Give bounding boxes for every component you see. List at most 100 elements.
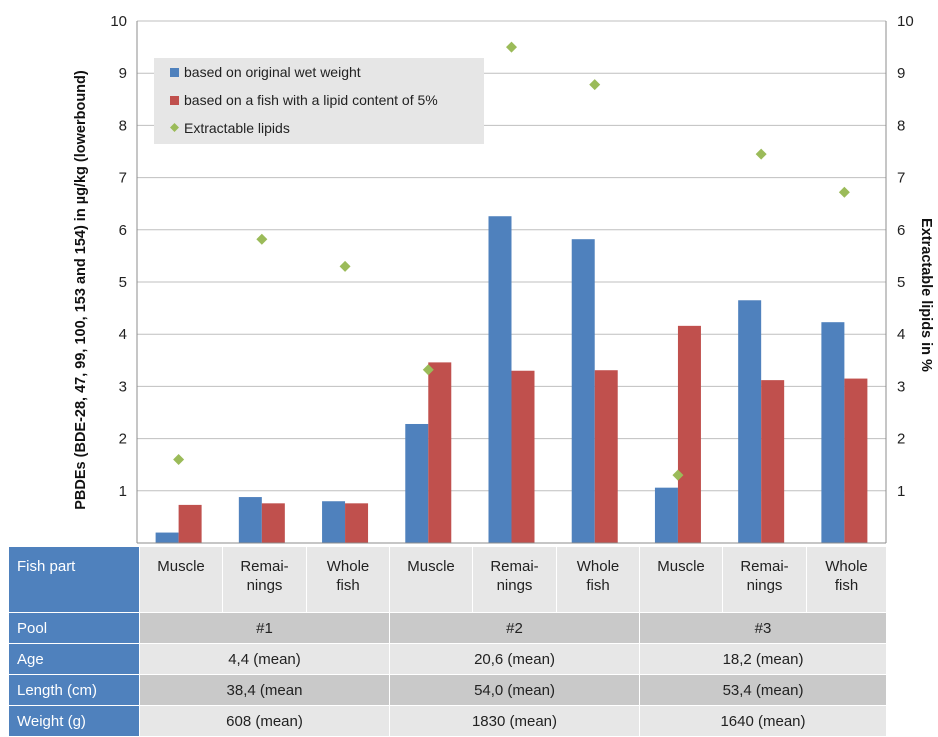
bar-lipid-5 (844, 378, 868, 543)
y2-tick-label: 4 (897, 326, 905, 343)
y-tick-label: 2 (119, 431, 127, 448)
y2-tick-label: 1 (897, 483, 905, 500)
row-age: Age 4,4 (mean) 20,6 (mean) 18,2 (mean) (8, 643, 887, 675)
legend-label-extractable-lipids: Extractable lipids (184, 120, 290, 136)
point-extractable-lipids (256, 233, 268, 245)
bar-wet-weight (155, 532, 179, 543)
y-tick-label: 9 (119, 65, 127, 82)
bar-lipid-5 (677, 325, 701, 543)
y2-tick-label: 8 (897, 117, 905, 134)
row-label-weight: Weight (g) (8, 705, 140, 737)
bar-lipid-5 (261, 503, 285, 543)
y-tick-label: 3 (119, 378, 127, 395)
bar-wet-weight (571, 239, 595, 544)
cell-age-3: 18,2 (mean) (639, 643, 887, 675)
part-label: Whole fish (326, 558, 370, 594)
right-axis-ticks: 1 2 3 4 5 6 7 8 9 10 (897, 13, 914, 500)
bar-lipid-5 (345, 503, 369, 543)
bar-wet-weight (322, 501, 346, 543)
row-length: Length (cm) 38,4 (mean 54,0 (mean) 53,4 … (8, 674, 887, 706)
cell-part: Remai-nings (472, 546, 557, 613)
cell-weight-2: 1830 (mean) (389, 705, 640, 737)
legend-marker-extractable-lipids (170, 123, 179, 132)
y2-tick-label: 3 (897, 378, 905, 395)
y2-tick-label: 7 (897, 170, 905, 187)
row-label-age: Age (8, 643, 140, 675)
point-extractable-lipids (173, 453, 185, 465)
cell-part: Muscle (639, 546, 723, 613)
axes (136, 21, 887, 544)
point-extractable-lipids (506, 41, 517, 53)
cell-age-1: 4,4 (mean) (139, 643, 390, 675)
row-label-length: Length (cm) (8, 674, 140, 706)
cell-length-1: 38,4 (mean (139, 674, 390, 706)
y2-tick-label: 2 (897, 431, 905, 448)
legend-swatch-lipid-5 (170, 96, 179, 105)
y2-tick-label: 9 (897, 65, 905, 82)
bar-wet-weight (654, 487, 678, 543)
y2-axis-label: Extractable lipids in % (918, 218, 934, 372)
row-fish-part: Fish part Muscle Remai-nings Whole fish M… (8, 546, 887, 613)
row-pool: Pool #1 #2 #3 (8, 612, 887, 644)
cell-length-3: 53,4 (mean) (639, 674, 887, 706)
bar-wet-weight (821, 322, 845, 543)
point-extractable-lipids (422, 364, 434, 376)
part-label: Muscle (407, 558, 455, 575)
cell-weight-1: 608 (mean) (139, 705, 390, 737)
cell-part: Whole fish (306, 546, 390, 613)
y-axis-label: PBDEs (BDE-28, 47, 99, 100, 153 and 154)… (73, 70, 89, 510)
point-extractable-lipids (339, 260, 351, 272)
part-label: Remai-nings (740, 558, 789, 594)
row-label-pool: Pool (8, 612, 140, 644)
left-axis-ticks: 1 2 3 4 5 6 7 8 9 10 (110, 13, 127, 500)
cell-weight-3: 1640 (mean) (639, 705, 887, 737)
point-extractable-lipids (672, 469, 684, 481)
lipid-points (173, 41, 850, 481)
cell-length-2: 54,0 (mean) (389, 674, 640, 706)
cell-part: Muscle (139, 546, 223, 613)
cell-age-2: 20,6 (mean) (389, 643, 640, 675)
bar-lipid-5 (594, 370, 618, 543)
y-tick-label: 8 (119, 117, 127, 134)
legend: based on original wet weight based on a … (154, 58, 484, 144)
point-extractable-lipids (838, 186, 850, 198)
bar-wet-weight (488, 216, 512, 543)
bars (155, 216, 868, 544)
cell-part: Muscle (389, 546, 473, 613)
legend-swatch-wet-weight (170, 68, 179, 77)
part-label: Whole fish (576, 558, 620, 594)
cell-part: Remai-nings (222, 546, 307, 613)
part-label: Whole fish (825, 558, 868, 594)
cell-pool-2: #2 (389, 612, 640, 644)
y-tick-label: 1 (119, 483, 127, 500)
cell-pool-1: #1 (139, 612, 390, 644)
y2-tick-label: 5 (897, 274, 905, 291)
part-label: Muscle (657, 558, 705, 575)
part-label: Remai-nings (490, 558, 539, 594)
row-weight: Weight (g) 608 (mean) 1830 (mean) 1640 (… (8, 705, 887, 737)
bar-wet-weight (405, 423, 429, 543)
chart: 1 2 3 4 5 6 7 8 9 10 1 2 3 4 5 6 7 8 9 10 PBDEs (BDE-28, 4… (73, 13, 934, 544)
cell-part: Whole fish (806, 546, 887, 613)
y-tick-label: 4 (119, 326, 127, 343)
y2-tick-label: 6 (897, 222, 905, 239)
row-label-fish-part: Fish part (8, 546, 140, 613)
data-table: Fish part Muscle Remai-nings Whole fish M… (8, 546, 887, 737)
bar-wet-weight (738, 300, 762, 543)
bar-wet-weight (238, 497, 262, 543)
y2-tick-label: 10 (897, 13, 914, 30)
part-label: Muscle (157, 558, 205, 575)
y-tick-label: 6 (119, 222, 127, 239)
point-extractable-lipids (589, 79, 601, 91)
bar-lipid-5 (761, 380, 785, 543)
legend-label-wet-weight: based on original wet weight (184, 64, 361, 80)
y-tick-label: 5 (119, 274, 127, 291)
bar-lipid-5 (428, 362, 452, 543)
y-tick-label: 10 (110, 13, 127, 30)
bar-lipid-5 (511, 370, 535, 543)
bar-lipid-5 (178, 504, 202, 543)
cell-part: Remai-nings (722, 546, 807, 613)
legend-box (154, 58, 484, 144)
legend-label-lipid-5: based on a fish with a lipid content of … (184, 92, 438, 108)
part-label: Remai-nings (240, 558, 289, 594)
